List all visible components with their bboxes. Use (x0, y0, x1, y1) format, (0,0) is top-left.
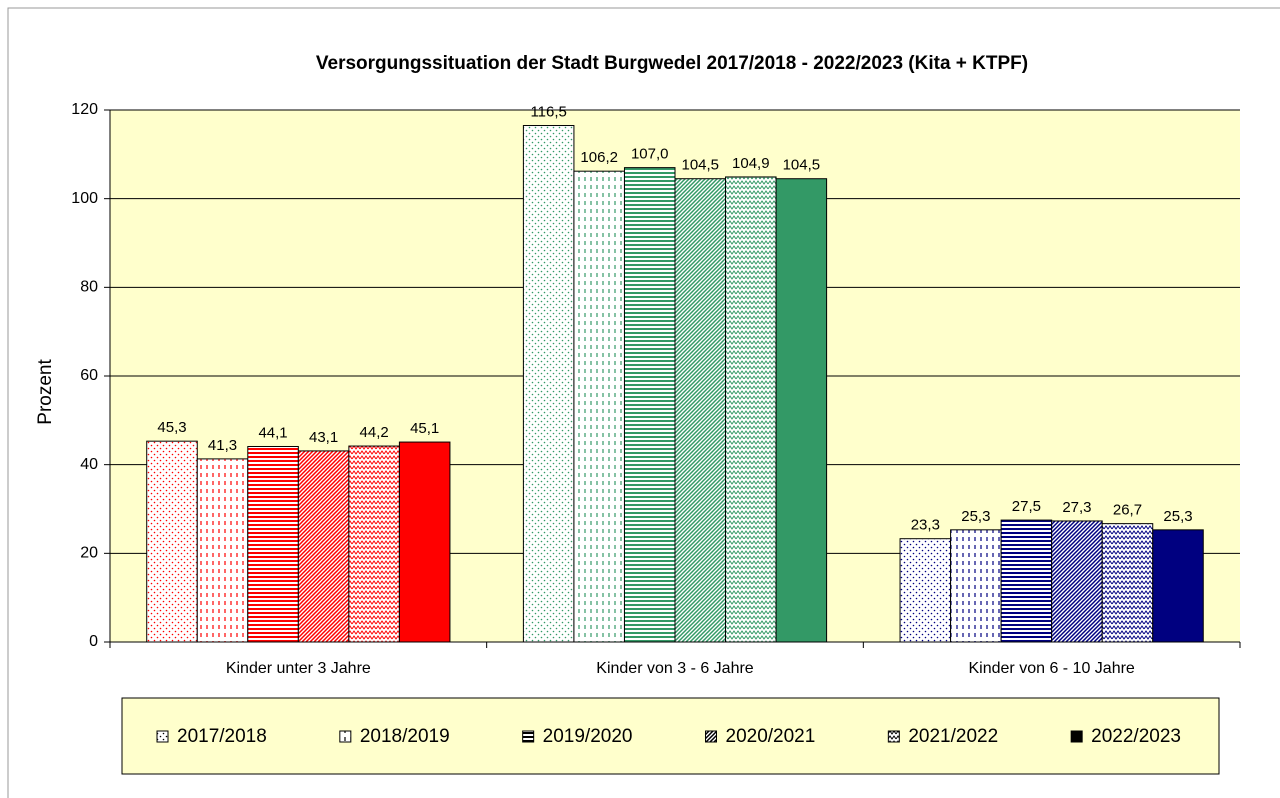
bar (522, 125, 575, 643)
data-label: 26,7 (1113, 502, 1142, 519)
data-label: 44,1 (258, 424, 287, 441)
bar (623, 167, 676, 643)
bar (398, 441, 451, 643)
legend-swatch (705, 730, 717, 743)
y-tick-label: 20 (80, 545, 98, 562)
bar (674, 178, 727, 643)
y-axis-label: Prozent (35, 359, 56, 425)
data-label: 27,3 (1062, 499, 1091, 516)
data-label: 25,3 (1163, 508, 1192, 525)
bar (725, 176, 777, 643)
data-label: 104,5 (681, 157, 719, 174)
legend-swatch (1070, 730, 1083, 743)
legend-label: 2021/2022 (908, 726, 998, 747)
data-label: 104,9 (732, 155, 770, 172)
y-tick-label: 0 (89, 633, 98, 650)
legend-label: 2019/2020 (543, 726, 633, 747)
bar (146, 440, 198, 643)
data-label: 107,0 (631, 146, 669, 163)
legend-box (121, 697, 1220, 775)
bar (1101, 523, 1154, 643)
legend-swatch (522, 730, 535, 743)
data-label: 104,5 (783, 157, 821, 174)
y-tick-label: 100 (71, 190, 98, 207)
bar (297, 450, 350, 643)
data-label: 45,1 (410, 420, 439, 437)
data-label: 116,5 (530, 103, 566, 120)
bar (196, 458, 249, 643)
data-label: 41,3 (208, 437, 237, 454)
legend-label: 2020/2021 (726, 726, 816, 747)
data-label: 23,3 (911, 517, 940, 534)
legend-swatch (156, 730, 169, 743)
data-label: 43,1 (309, 429, 338, 446)
data-label: 27,5 (1012, 498, 1041, 515)
x-tick-label: Kinder von 3 - 6 Jahre (596, 660, 754, 677)
legend-label: 2022/2023 (1091, 726, 1181, 747)
bar (573, 170, 625, 643)
data-label: 44,2 (360, 424, 389, 441)
x-tick-label: Kinder von 6 - 10 Jahre (969, 660, 1135, 677)
bar (1000, 519, 1053, 643)
legend-swatch (887, 730, 900, 743)
chart-title: Versorgungssituation der Stadt Burgwedel… (316, 53, 1028, 74)
y-tick-label: 60 (80, 367, 98, 384)
legend-label: 2017/2018 (177, 726, 267, 747)
legend-swatch (339, 730, 352, 743)
bar (1051, 520, 1103, 643)
bar (247, 445, 299, 643)
bar (899, 538, 952, 643)
data-label: 106,2 (580, 149, 618, 166)
y-tick-label: 80 (80, 279, 98, 296)
legend-label: 2018/2019 (360, 726, 450, 747)
bar (348, 445, 400, 643)
data-label: 25,3 (961, 508, 990, 525)
y-tick-label: 40 (80, 456, 98, 473)
data-label: 45,3 (157, 419, 186, 436)
bar (775, 178, 828, 643)
bar (950, 529, 1002, 643)
x-tick-label: Kinder unter 3 Jahre (226, 660, 371, 677)
y-tick-label: 120 (71, 101, 98, 118)
bar (1152, 529, 1204, 643)
